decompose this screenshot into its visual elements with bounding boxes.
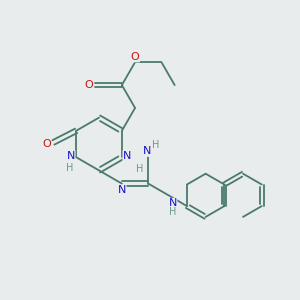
- Text: N: N: [118, 185, 126, 195]
- Text: H: H: [169, 207, 176, 218]
- Text: N: N: [67, 151, 75, 161]
- Text: O: O: [131, 52, 140, 62]
- Text: H: H: [152, 140, 160, 150]
- Text: N: N: [123, 151, 131, 161]
- Text: H: H: [136, 164, 143, 174]
- Text: N: N: [168, 198, 177, 208]
- Text: N: N: [142, 146, 151, 156]
- Text: O: O: [85, 80, 93, 90]
- Text: O: O: [42, 139, 51, 149]
- Text: H: H: [66, 163, 74, 173]
